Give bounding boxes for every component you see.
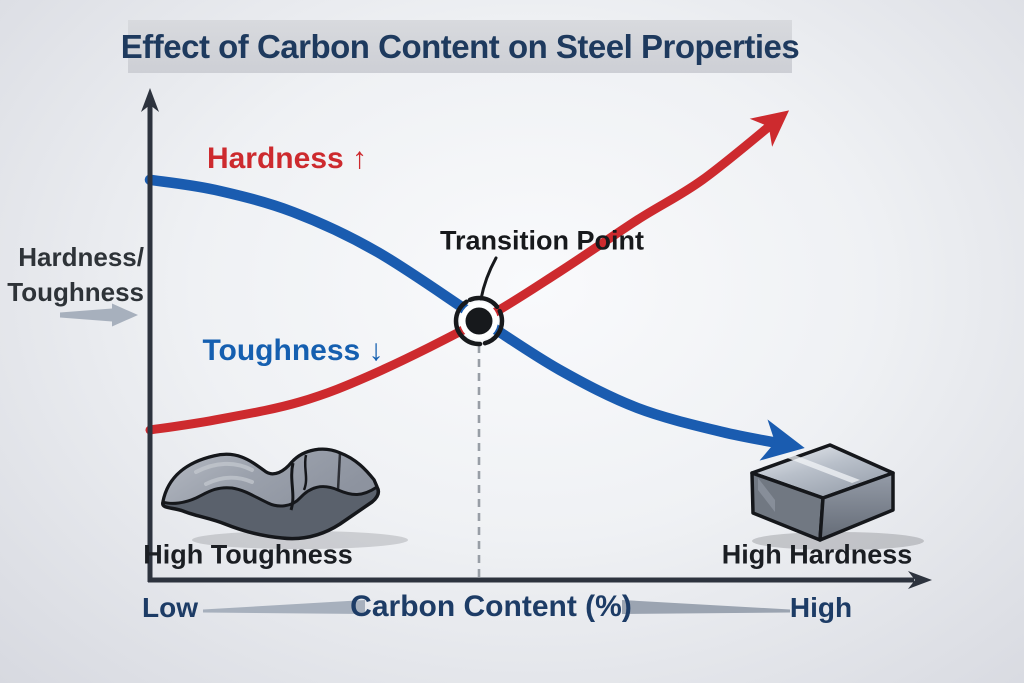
toughness-curve-label: Toughness ↓: [202, 334, 384, 367]
x-axis-arrowhead: [908, 571, 932, 589]
y-axis-label-line1: Hardness/: [18, 242, 144, 272]
y-axis-label: Hardness/ Toughness: [0, 240, 144, 310]
ylabel-pointer-arrow: [60, 303, 138, 327]
x-axis-low-label: Low: [142, 592, 198, 623]
guide-lines: [154, 299, 838, 577]
transition-point-marker: [453, 256, 505, 347]
transition-point-label: Transition Point: [439, 225, 645, 256]
metal-cube-illustration: [750, 443, 924, 550]
transition-leader-line: [479, 256, 498, 301]
high-hardness-callout-label: High Hardness: [721, 539, 913, 570]
axes: [141, 88, 932, 589]
bent-metal-slab-illustration: [161, 447, 408, 549]
x-axis-title: Carbon Content (%): [350, 590, 632, 623]
hardness-curve-label: Hardness ↑: [206, 142, 368, 175]
chart-title: Effect of Carbon Content on Steel Proper…: [120, 27, 800, 65]
x-axis-high-label: High: [789, 592, 853, 623]
chart-title-band: Effect of Carbon Content on Steel Proper…: [121, 20, 800, 73]
y-axis-label-line2: Toughness: [7, 277, 144, 307]
low-wedge: [203, 600, 365, 614]
high-toughness-callout-label: High Toughness: [143, 539, 353, 570]
y-axis-arrowhead: [141, 88, 159, 112]
high-wedge: [622, 600, 790, 614]
decorative-pointers: [60, 303, 790, 614]
